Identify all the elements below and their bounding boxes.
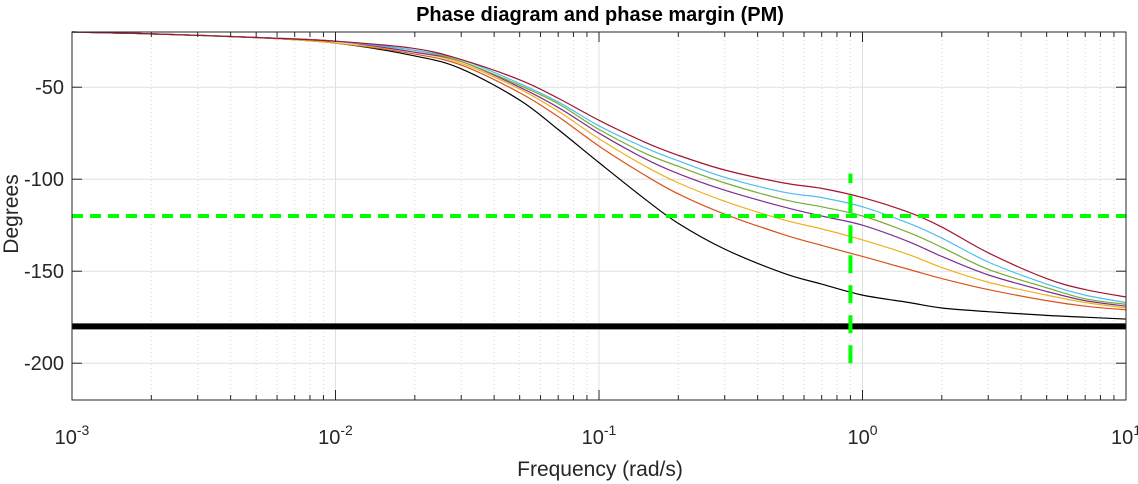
x-axis-label: Frequency (rad/s) <box>517 458 683 481</box>
x-tick-label: 101 <box>1111 422 1138 449</box>
x-tick-exponent: 1 <box>1133 422 1138 438</box>
y-tick-label: -200 <box>24 353 64 375</box>
y-axis-ticks: -50 -100 -150 -200 <box>24 77 1126 375</box>
x-tick-base: 10 <box>318 427 340 449</box>
x-tick-label: 10-3 <box>55 422 90 449</box>
y-tick-label: -150 <box>24 261 64 283</box>
series-line-3 <box>71 31 1127 309</box>
x-tick-label: 100 <box>847 422 877 449</box>
x-tick-label: 10-1 <box>582 422 617 449</box>
x-axis-ticks: 10-3 10-2 10-1 100 101 <box>55 32 1138 449</box>
y-axis-label: Degrees <box>0 174 23 253</box>
x-tick-base: 10 <box>55 427 77 449</box>
x-tick-base: 10 <box>582 427 604 449</box>
x-tick-exponent: -1 <box>604 422 617 438</box>
x-tick-exponent: 0 <box>870 422 878 438</box>
x-tick-exponent: -2 <box>340 422 353 438</box>
x-tick-base: 10 <box>1111 427 1133 449</box>
x-tick-base: 10 <box>847 427 869 449</box>
x-tick-exponent: -3 <box>77 422 90 438</box>
y-tick-label: -100 <box>24 169 64 191</box>
chart-title: Phase diagram and phase margin (PM) <box>416 4 784 26</box>
x-tick-label: 10-2 <box>318 422 353 449</box>
y-tick-label: -50 <box>35 77 64 99</box>
